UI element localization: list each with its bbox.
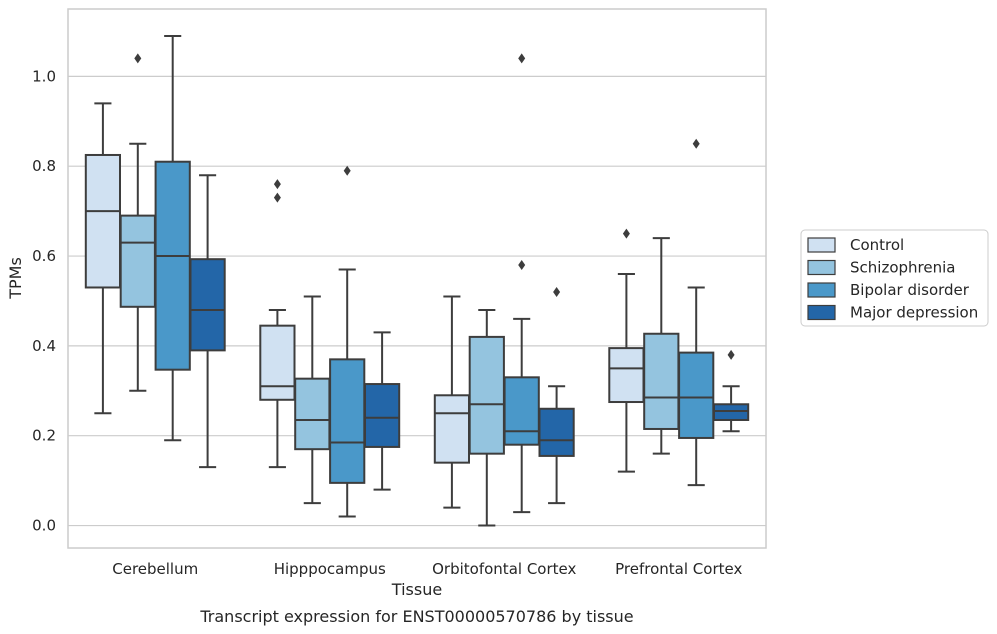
outlier-point [273, 192, 281, 203]
y-tick-label: 0.0 [32, 517, 56, 535]
outlier-point [692, 138, 700, 149]
box-group [643, 237, 680, 455]
box [154, 160, 191, 371]
legend-frame [800, 229, 989, 327]
box [119, 214, 156, 308]
box-group [154, 34, 191, 442]
box-group [678, 138, 715, 487]
legend-label: Major depression [850, 304, 978, 322]
box [503, 376, 540, 446]
x-axis-label: Tissue [391, 580, 442, 599]
outlier-point [622, 228, 630, 239]
box-group [189, 174, 226, 469]
box-group [608, 228, 645, 473]
y-tick-label: 0.2 [32, 427, 56, 445]
box [468, 335, 505, 455]
box [189, 258, 226, 352]
box-group [712, 349, 750, 433]
y-tick-label: 1.0 [32, 67, 56, 85]
boxes-layer [84, 34, 750, 527]
outlier-point [134, 53, 142, 64]
y-axis-label: TPMs [6, 257, 25, 300]
legend-swatch [807, 237, 836, 253]
box [678, 351, 715, 439]
outlier-point [518, 53, 526, 64]
box-group [119, 53, 156, 392]
box [643, 332, 680, 430]
legend: Control Schizophrenia Bipolar disorder Majo… [800, 229, 989, 327]
box-group [433, 295, 471, 509]
y-tick-label: 0.8 [32, 157, 56, 175]
x-tick-labels: Cerebellum Hipppocampus Orbitofontal Corte… [112, 560, 742, 578]
box [294, 377, 331, 451]
outlier-point [727, 349, 735, 360]
box-group [538, 286, 575, 505]
outlier-point [518, 260, 526, 271]
outlier-point [273, 179, 281, 190]
y-tick-label: 0.6 [32, 247, 56, 265]
x-tick-label: Hipppocampus [274, 560, 386, 578]
legend-swatch [807, 304, 836, 321]
legend-swatch [807, 259, 836, 276]
legend-label: Schizophrenia [850, 259, 955, 277]
outlier-point [553, 286, 561, 297]
box [608, 347, 645, 404]
box [329, 358, 366, 484]
x-tick-label: Prefrontal Cortex [615, 560, 742, 578]
box-group [329, 165, 366, 518]
box-group [363, 331, 401, 491]
legend-label: Control [850, 236, 904, 254]
figure-caption: Transcript expression for ENST0000057078… [199, 607, 633, 626]
box [259, 324, 296, 401]
x-tick-label: Orbitofontal Cortex [432, 560, 576, 578]
y-tick-labels: 0.0 0.2 0.4 0.6 0.8 1.0 [32, 67, 56, 534]
box-group [503, 53, 540, 514]
legend-swatch [807, 282, 836, 298]
box [84, 153, 122, 289]
box [538, 407, 575, 457]
box-group [259, 179, 296, 469]
box [433, 394, 471, 464]
legend-label: Bipolar disorder [850, 281, 970, 299]
outlier-point [343, 165, 351, 176]
box [363, 383, 401, 448]
y-tick-label: 0.4 [32, 337, 56, 355]
x-tick-label: Cerebellum [112, 560, 198, 578]
box-group [294, 295, 331, 505]
plot-frame [67, 8, 767, 549]
box [712, 403, 750, 421]
